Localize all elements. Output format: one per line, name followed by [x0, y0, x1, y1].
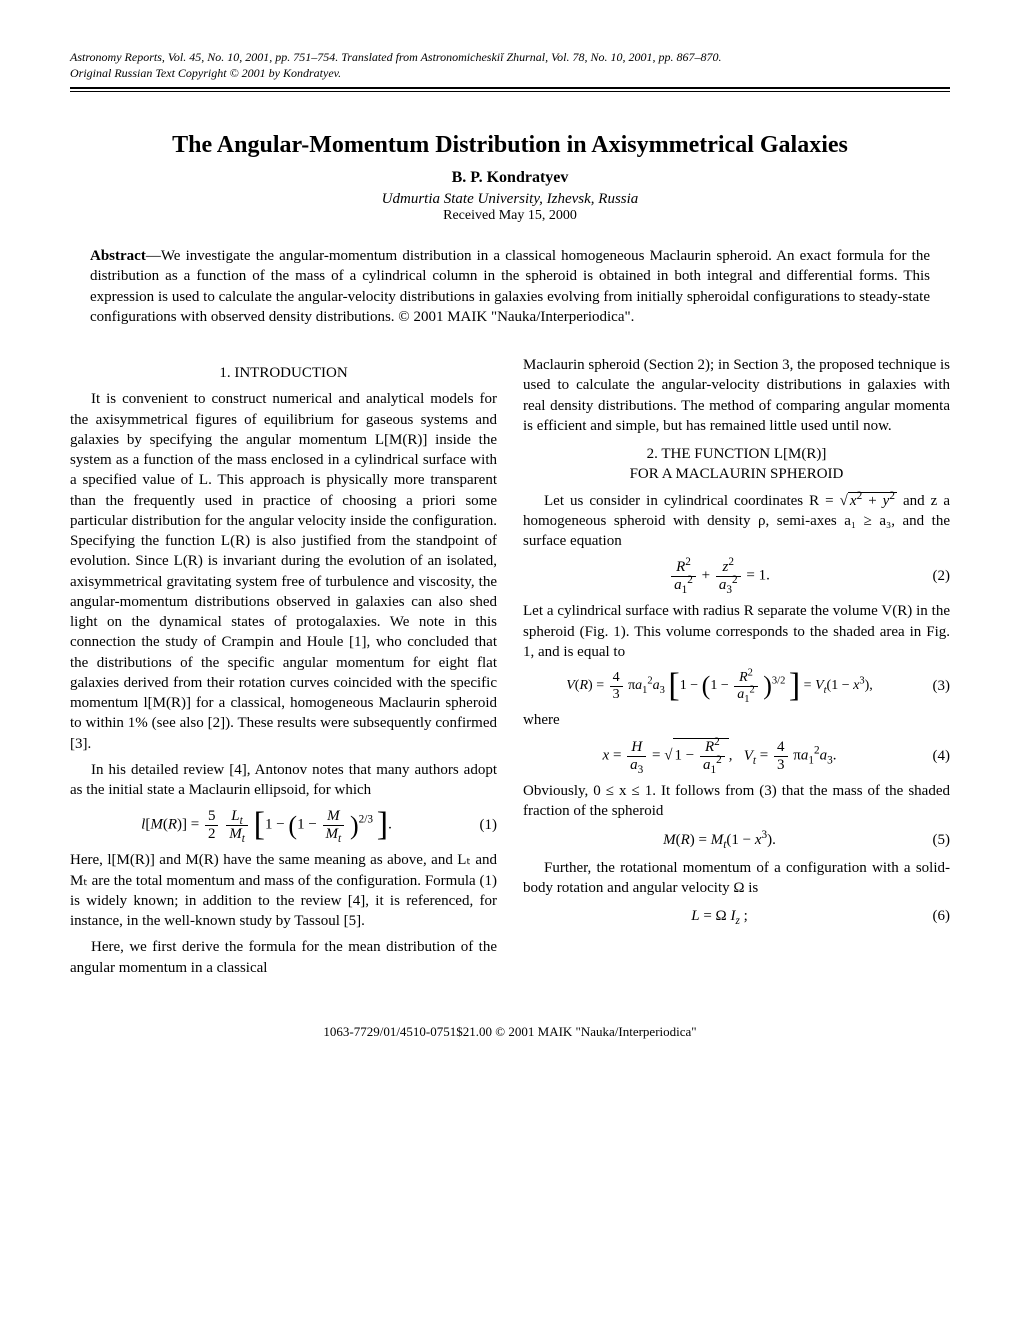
equation-1: l[M(R)] = 52 LtMt [1 − (1 − MMt )2/3 ]. … [70, 808, 497, 842]
eq1-num: (1) [463, 815, 497, 835]
rule-thin [70, 91, 950, 92]
sec2-p1: Let us consider in cylindrical coordinat… [523, 491, 950, 552]
sec2-where: where [523, 710, 950, 730]
sec2-p3: Obviously, 0 ≤ x ≤ 1. It follows from (3… [523, 781, 950, 822]
sec2-head-line1: 2. THE FUNCTION L[M(R)] [647, 446, 827, 462]
rule-thick [70, 87, 950, 89]
sec2-p4: Further, the rotational momentum of a co… [523, 858, 950, 899]
page: Astronomy Reports, Vol. 45, No. 10, 2001… [0, 0, 1020, 1090]
sec1-p3: Here, l[M(R)] and M(R) have the same mea… [70, 850, 497, 931]
sec2-p2: Let a cylindrical surface with radius R … [523, 601, 950, 662]
equation-5: M(R) = Mt(1 − x3). (5) [523, 830, 950, 850]
eq2-num: (2) [916, 566, 950, 586]
abstract-label: Abstract [90, 248, 146, 264]
received-date: Received May 15, 2000 [70, 208, 950, 224]
meta-line-2: Original Russian Text Copyright © 2001 b… [70, 66, 950, 82]
eq3-num: (3) [916, 676, 950, 696]
eq3-body: V(R) = 43 πa12a3 [1 − (1 − R2a12 )3/2 ] … [523, 670, 916, 702]
affiliation: Udmurtia State University, Izhevsk, Russ… [70, 191, 950, 208]
meta-line-1: Astronomy Reports, Vol. 45, No. 10, 2001… [70, 50, 950, 66]
equation-3: V(R) = 43 πa12a3 [1 − (1 − R2a12 )3/2 ] … [523, 670, 950, 702]
equation-6: L = Ω Iz ; (6) [523, 906, 950, 926]
eq2-body: R2a12 + z2a32 = 1. [523, 559, 916, 593]
paper-title: The Angular-Momentum Distribution in Axi… [70, 132, 950, 159]
section-2-head: 2. THE FUNCTION L[M(R)] FOR A MACLAURIN … [523, 444, 950, 485]
footer: 1063-7729/01/4510-0751$21.00 © 2001 MAIK… [70, 1024, 950, 1040]
section-1-head: 1. INTRODUCTION [70, 363, 497, 383]
left-column: 1. INTRODUCTION It is convenient to cons… [70, 355, 497, 984]
right-column: Maclaurin spheroid (Section 2); in Secti… [523, 355, 950, 984]
two-column-body: 1. INTRODUCTION It is convenient to cons… [70, 355, 950, 984]
abstract-text: —We investigate the angular-momentum dis… [90, 248, 930, 325]
abstract: Abstract—We investigate the angular-mome… [90, 246, 930, 327]
author: B. P. Kondratyev [70, 169, 950, 187]
sec2-p1a: Let us consider in cylindrical coordinat… [544, 493, 840, 509]
header-rules [70, 87, 950, 92]
eq5-body: M(R) = Mt(1 − x3). [523, 830, 916, 850]
sec1-p2: In his detailed review [4], Antonov note… [70, 760, 497, 801]
sec1-p4: Here, we first derive the formula for th… [70, 937, 497, 978]
sec1-p5: Maclaurin spheroid (Section 2); in Secti… [523, 355, 950, 436]
eq1-body: l[M(R)] = 52 LtMt [1 − (1 − MMt )2/3 ]. [70, 808, 463, 842]
eq6-body: L = Ω Iz ; [523, 906, 916, 926]
eq4-body: x = Ha3 = √1 − R2a12, Vt = 43 πa12a3. [523, 738, 916, 773]
sec2-head-line2: FOR A MACLAURIN SPHEROID [630, 466, 844, 482]
header-meta: Astronomy Reports, Vol. 45, No. 10, 2001… [70, 50, 950, 81]
eq6-num: (6) [916, 906, 950, 926]
equation-4: x = Ha3 = √1 − R2a12, Vt = 43 πa12a3. (4… [523, 738, 950, 773]
eq5-num: (5) [916, 830, 950, 850]
equation-2: R2a12 + z2a32 = 1. (2) [523, 559, 950, 593]
eq4-num: (4) [916, 746, 950, 766]
sec1-p1: It is convenient to construct numerical … [70, 389, 497, 754]
